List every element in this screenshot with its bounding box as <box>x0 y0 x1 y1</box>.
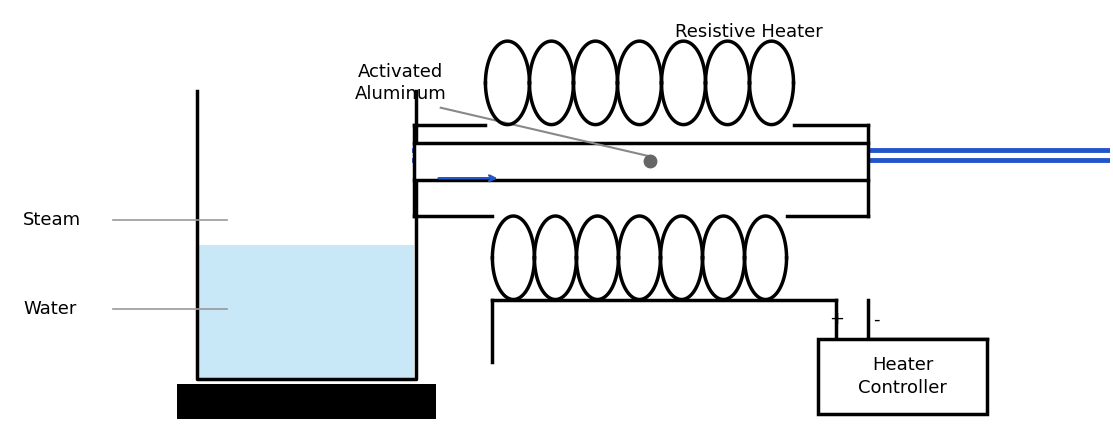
Text: Resistive Heater: Resistive Heater <box>674 23 823 41</box>
Text: Hot Plate: Hot Plate <box>345 405 427 423</box>
Bar <box>177 384 436 419</box>
Text: +: + <box>829 310 844 329</box>
Text: Heater
Controller: Heater Controller <box>858 356 947 397</box>
Bar <box>199 245 414 379</box>
Text: Steam: Steam <box>23 211 81 229</box>
Bar <box>414 143 868 180</box>
Bar <box>818 339 987 414</box>
Text: Activated
Aluminum: Activated Aluminum <box>355 63 446 103</box>
Text: -: - <box>873 310 879 329</box>
Text: Water: Water <box>23 301 77 318</box>
